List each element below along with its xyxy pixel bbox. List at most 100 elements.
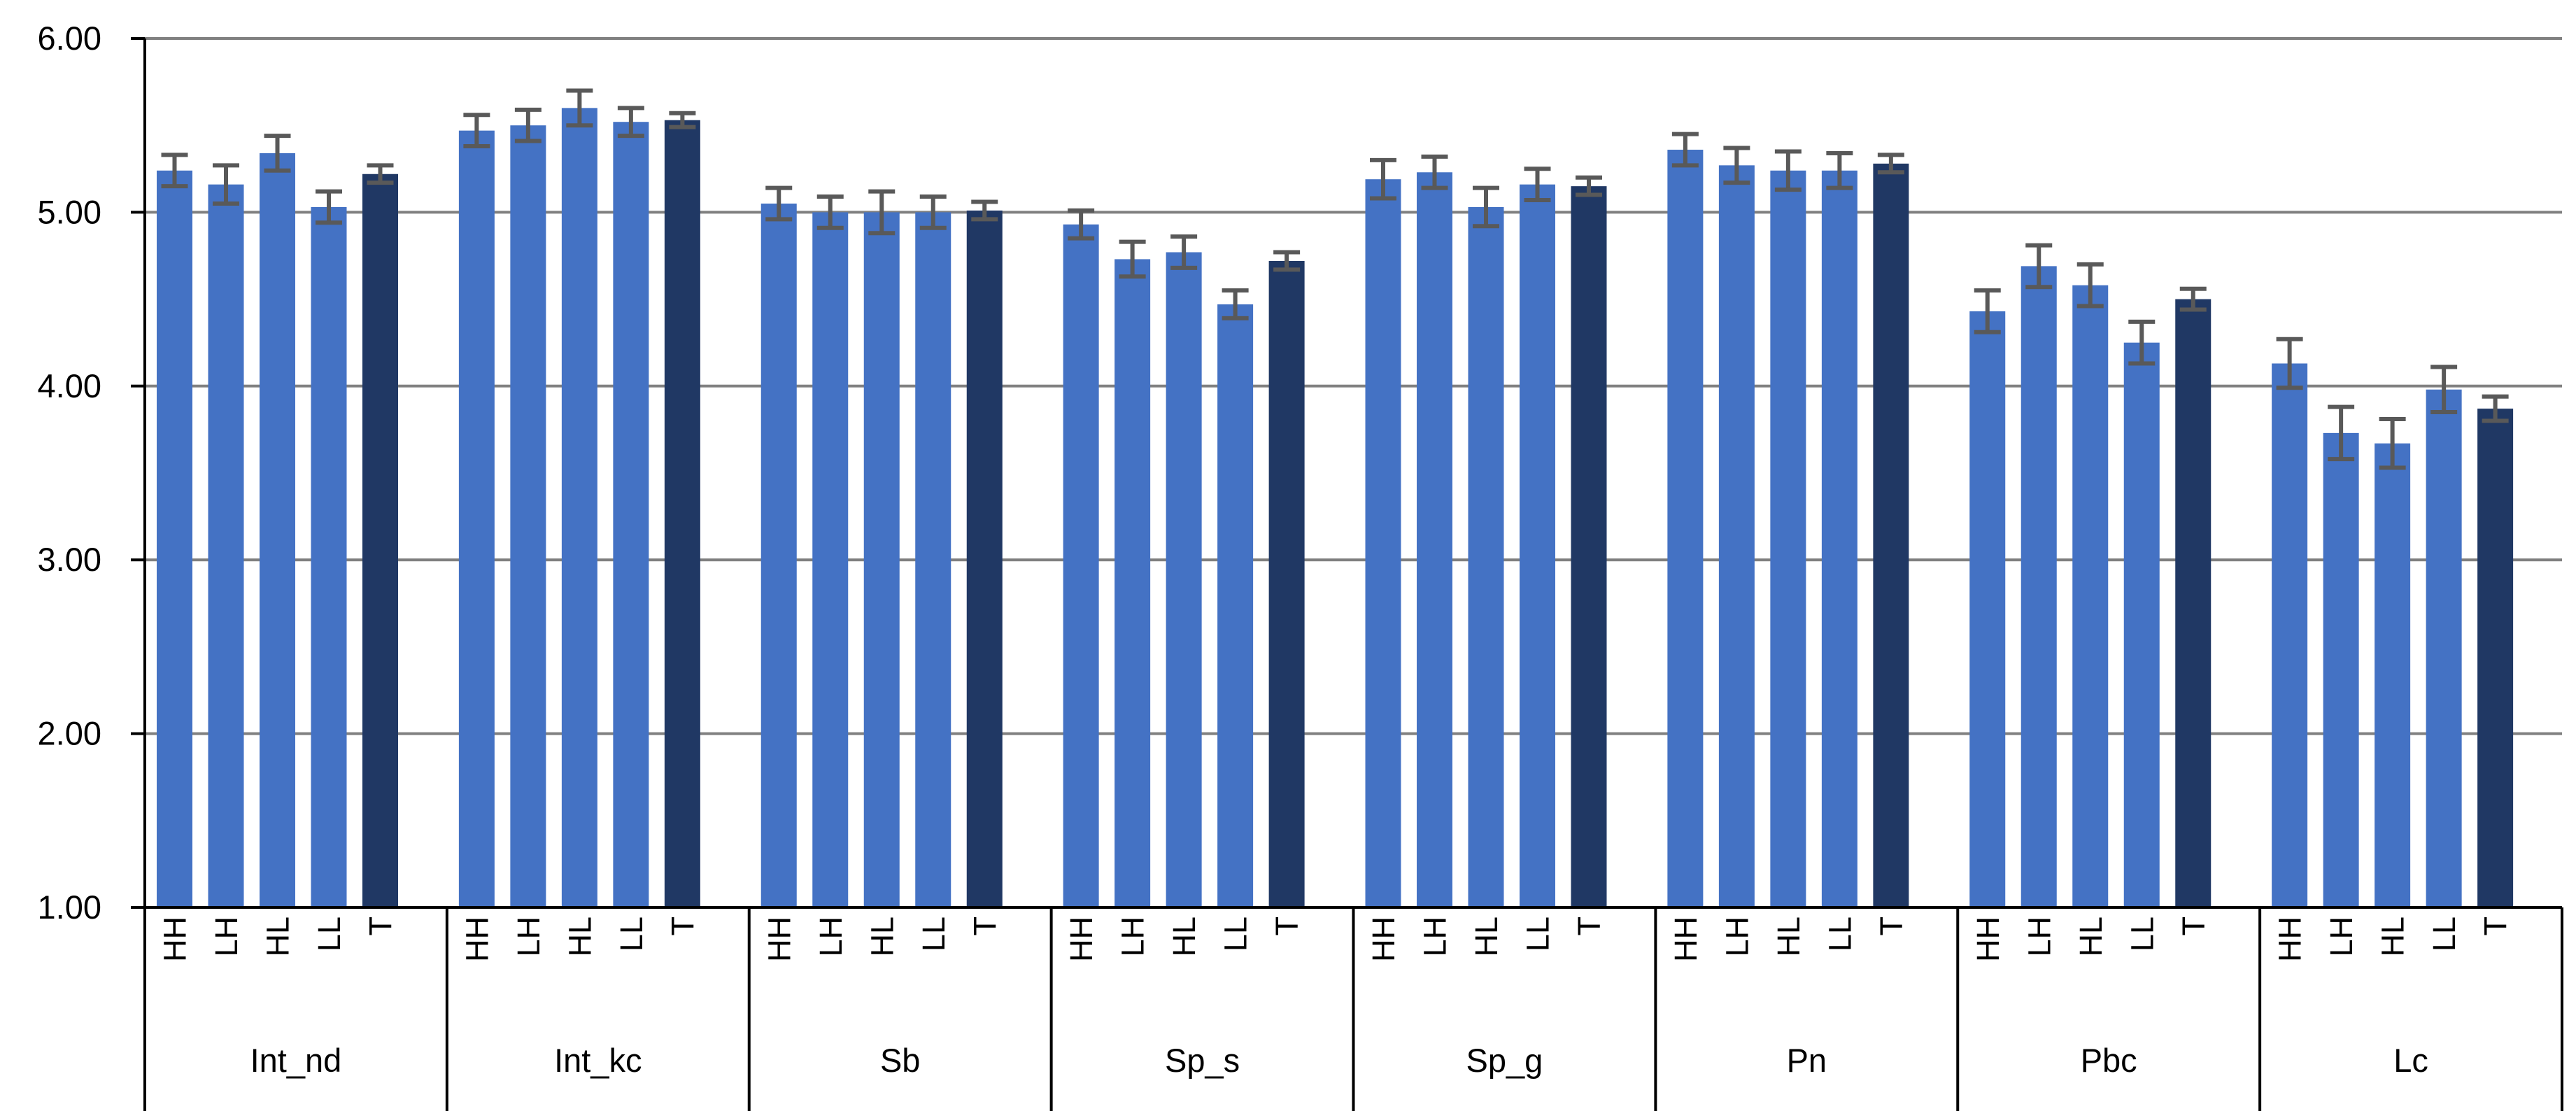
bar-Pbc-LL bbox=[2123, 342, 2160, 907]
error-bar-Pbc-T bbox=[2179, 286, 2207, 312]
x-sub-label: LL bbox=[2124, 917, 2160, 951]
x-group-label: Lc bbox=[2393, 1042, 2428, 1079]
error-bar-Sp_s-LH bbox=[1119, 239, 1146, 279]
error-bar-Pbc-HH bbox=[1974, 288, 2001, 334]
error-bar-Lc-T bbox=[2482, 394, 2509, 423]
bar-Int_kc-HH bbox=[458, 130, 495, 908]
bar-Sp_g-LL bbox=[1520, 184, 1555, 907]
x-group-label: Int_nd bbox=[250, 1042, 342, 1079]
error-bar-Lc-HH bbox=[2276, 337, 2303, 390]
bar-Int_kc-LH bbox=[510, 125, 546, 908]
x-sub-label: T bbox=[1571, 917, 1607, 936]
bar-Lc-HL bbox=[2375, 443, 2411, 907]
error-bar-Sp_s-T bbox=[1273, 250, 1301, 272]
y-tick-label: 5.00 bbox=[38, 193, 101, 230]
x-sub-label: HL bbox=[2073, 917, 2109, 957]
x-sub-label: T bbox=[967, 917, 1003, 936]
y-axis-tick-labels: 1.00 2.00 3.00 4.00 5.00 6.00 bbox=[38, 20, 101, 926]
x-sub-label: HL bbox=[2375, 917, 2411, 957]
x-sub-label: T bbox=[2478, 917, 2514, 936]
y-tick-label: 6.00 bbox=[38, 20, 101, 57]
x-sub-label: T bbox=[2176, 917, 2211, 936]
error-bar-Sp_g-T bbox=[1576, 175, 1602, 197]
error-bar-Sp_s-HH bbox=[1068, 208, 1095, 241]
error-bar-Int_kc-HL bbox=[566, 88, 593, 128]
bar-Sb-T bbox=[966, 210, 1003, 907]
x-sub-label: LL bbox=[614, 917, 649, 951]
y-tick-label: 4.00 bbox=[38, 367, 101, 404]
x-sub-label: HH bbox=[1063, 917, 1099, 962]
error-bar-Int_kc-LL bbox=[617, 106, 644, 139]
bars bbox=[157, 108, 2514, 908]
x-axis-labels: HH LH HL LL T Int_nd HH LH HL LL T Int_kc HH LH HL LL T S… bbox=[157, 917, 2514, 1079]
x-sub-label: LH bbox=[813, 917, 849, 957]
x-sub-label: LL bbox=[1822, 917, 1857, 951]
x-sub-label: HL bbox=[260, 917, 296, 957]
x-sub-label: HH bbox=[459, 917, 495, 962]
bar-Pbc-HL bbox=[2072, 285, 2109, 907]
x-sub-label: LH bbox=[2323, 917, 2359, 957]
y-tick-label: 2.00 bbox=[38, 715, 101, 752]
error-bar-Sb-LL bbox=[919, 194, 947, 230]
error-bar-Int_nd-HH bbox=[161, 153, 188, 189]
error-bar-Pn-HL bbox=[1774, 149, 1802, 192]
x-sub-label: HL bbox=[1771, 917, 1806, 957]
error-bar-Lc-LH bbox=[2328, 404, 2355, 462]
bar-Sp_s-LL bbox=[1217, 304, 1254, 907]
bar-Lc-LL bbox=[2426, 389, 2462, 907]
x-sub-label: T bbox=[1269, 917, 1305, 936]
bar-Sb-LL bbox=[915, 212, 951, 907]
x-sub-label: LH bbox=[2021, 917, 2057, 957]
error-bar-Pbc-HL bbox=[2076, 262, 2104, 309]
x-sub-label: HH bbox=[1970, 917, 2006, 962]
x-sub-label: HL bbox=[864, 917, 900, 957]
x-group-label: Pbc bbox=[2081, 1042, 2137, 1079]
error-bar-Int_nd-LH bbox=[213, 163, 239, 206]
x-sub-label: LH bbox=[511, 917, 546, 957]
error-bar-Sp_g-LL bbox=[1524, 167, 1551, 203]
x-sub-label: HH bbox=[1668, 917, 1704, 962]
x-group-label: Sp_g bbox=[1466, 1042, 1543, 1079]
bar-Lc-T bbox=[2477, 409, 2514, 907]
error-bar-Int_nd-T bbox=[367, 163, 394, 185]
bar-Sp_g-HL bbox=[1468, 206, 1504, 907]
x-sub-label: HH bbox=[157, 917, 193, 962]
x-sub-label: HL bbox=[562, 917, 597, 957]
error-bar-Int_kc-T bbox=[669, 111, 696, 129]
y-tick-label: 3.00 bbox=[38, 541, 101, 578]
bar-Sp_s-HH bbox=[1063, 224, 1099, 908]
x-sub-label: HH bbox=[1366, 917, 1401, 962]
bar-Sb-HL bbox=[863, 212, 900, 907]
bar-Sb-LH bbox=[812, 212, 849, 907]
bar-Sp_g-T bbox=[1571, 186, 1607, 907]
error-bar-Pn-T bbox=[1877, 153, 1904, 175]
axes bbox=[131, 37, 2563, 1111]
bar-Int_nd-HH bbox=[157, 170, 192, 908]
bar-Int_nd-HL bbox=[260, 153, 295, 908]
error-bar-Sp_s-HL bbox=[1170, 234, 1198, 270]
bar-Pbc-T bbox=[2175, 299, 2211, 908]
bar-Pn-T bbox=[1873, 163, 1909, 907]
error-bar-Lc-HL bbox=[2379, 416, 2406, 470]
x-sub-label: T bbox=[1874, 917, 1909, 936]
x-sub-label: LH bbox=[1417, 917, 1453, 957]
x-sub-label: LL bbox=[311, 917, 347, 951]
error-bar-Sb-HH bbox=[765, 185, 793, 222]
x-group-label: Pn bbox=[1787, 1042, 1827, 1079]
error-bar-Int_kc-HH bbox=[463, 113, 490, 149]
error-bar-Int_nd-HL bbox=[264, 134, 291, 173]
bar-Sp_s-T bbox=[1268, 260, 1305, 907]
error-bar-Sb-HL bbox=[868, 189, 896, 236]
bar-Int_nd-LL bbox=[311, 206, 347, 907]
x-sub-label: LH bbox=[208, 917, 244, 957]
bar-Pn-LH bbox=[1718, 165, 1755, 907]
error-bar-Sp_s-LL bbox=[1222, 288, 1249, 320]
bar-Sp_g-LH bbox=[1417, 172, 1452, 907]
x-sub-label: HH bbox=[2272, 917, 2308, 962]
error-bar-Int_kc-LH bbox=[514, 107, 542, 143]
error-bar-Pbc-LH bbox=[2025, 243, 2053, 290]
x-sub-label: LL bbox=[916, 917, 951, 951]
x-sub-label: LL bbox=[2426, 917, 2462, 951]
x-sub-label: HL bbox=[1166, 917, 1202, 957]
